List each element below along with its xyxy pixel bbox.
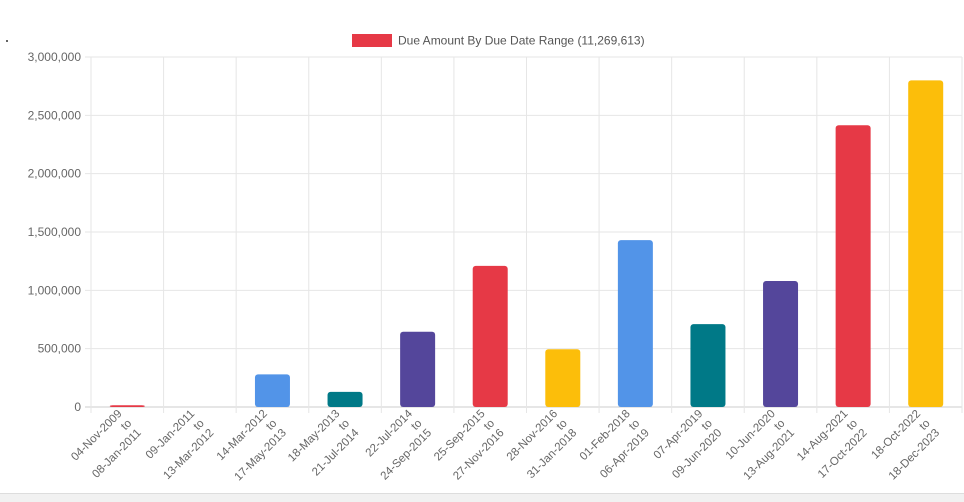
bar[interactable] [109,405,145,407]
y-tick-label: 2,500,000 [28,108,82,122]
bar[interactable] [763,281,799,407]
bar[interactable] [835,125,871,407]
bar[interactable] [545,349,581,407]
bars [109,80,944,407]
y-tick-label: 0 [74,400,81,414]
y-tick-label: 3,000,000 [28,50,82,64]
y-axis-ticks: 0 500,000 1,000,000 1,500,000 2,000,000 2,500… [28,50,82,414]
legend-swatch [352,34,392,47]
bottom-scroll-strip [0,493,964,502]
bar[interactable] [472,265,508,407]
legend[interactable]: Due Amount By Due Date Range (11,269,613… [352,34,645,48]
legend-label: Due Amount By Due Date Range (11,269,613… [398,34,645,48]
bar[interactable] [254,374,290,407]
y-tick-label: 2,000,000 [28,167,82,181]
y-tick-label: 1,500,000 [28,225,82,239]
bar[interactable] [327,391,363,407]
grid-lines [85,56,963,413]
stray-dot [6,40,8,42]
y-tick-label: 1,000,000 [28,283,82,297]
y-tick-label: 500,000 [38,342,82,356]
bar[interactable] [690,324,726,407]
bar[interactable] [617,240,653,407]
bar[interactable] [908,80,944,407]
bar[interactable] [400,331,436,407]
